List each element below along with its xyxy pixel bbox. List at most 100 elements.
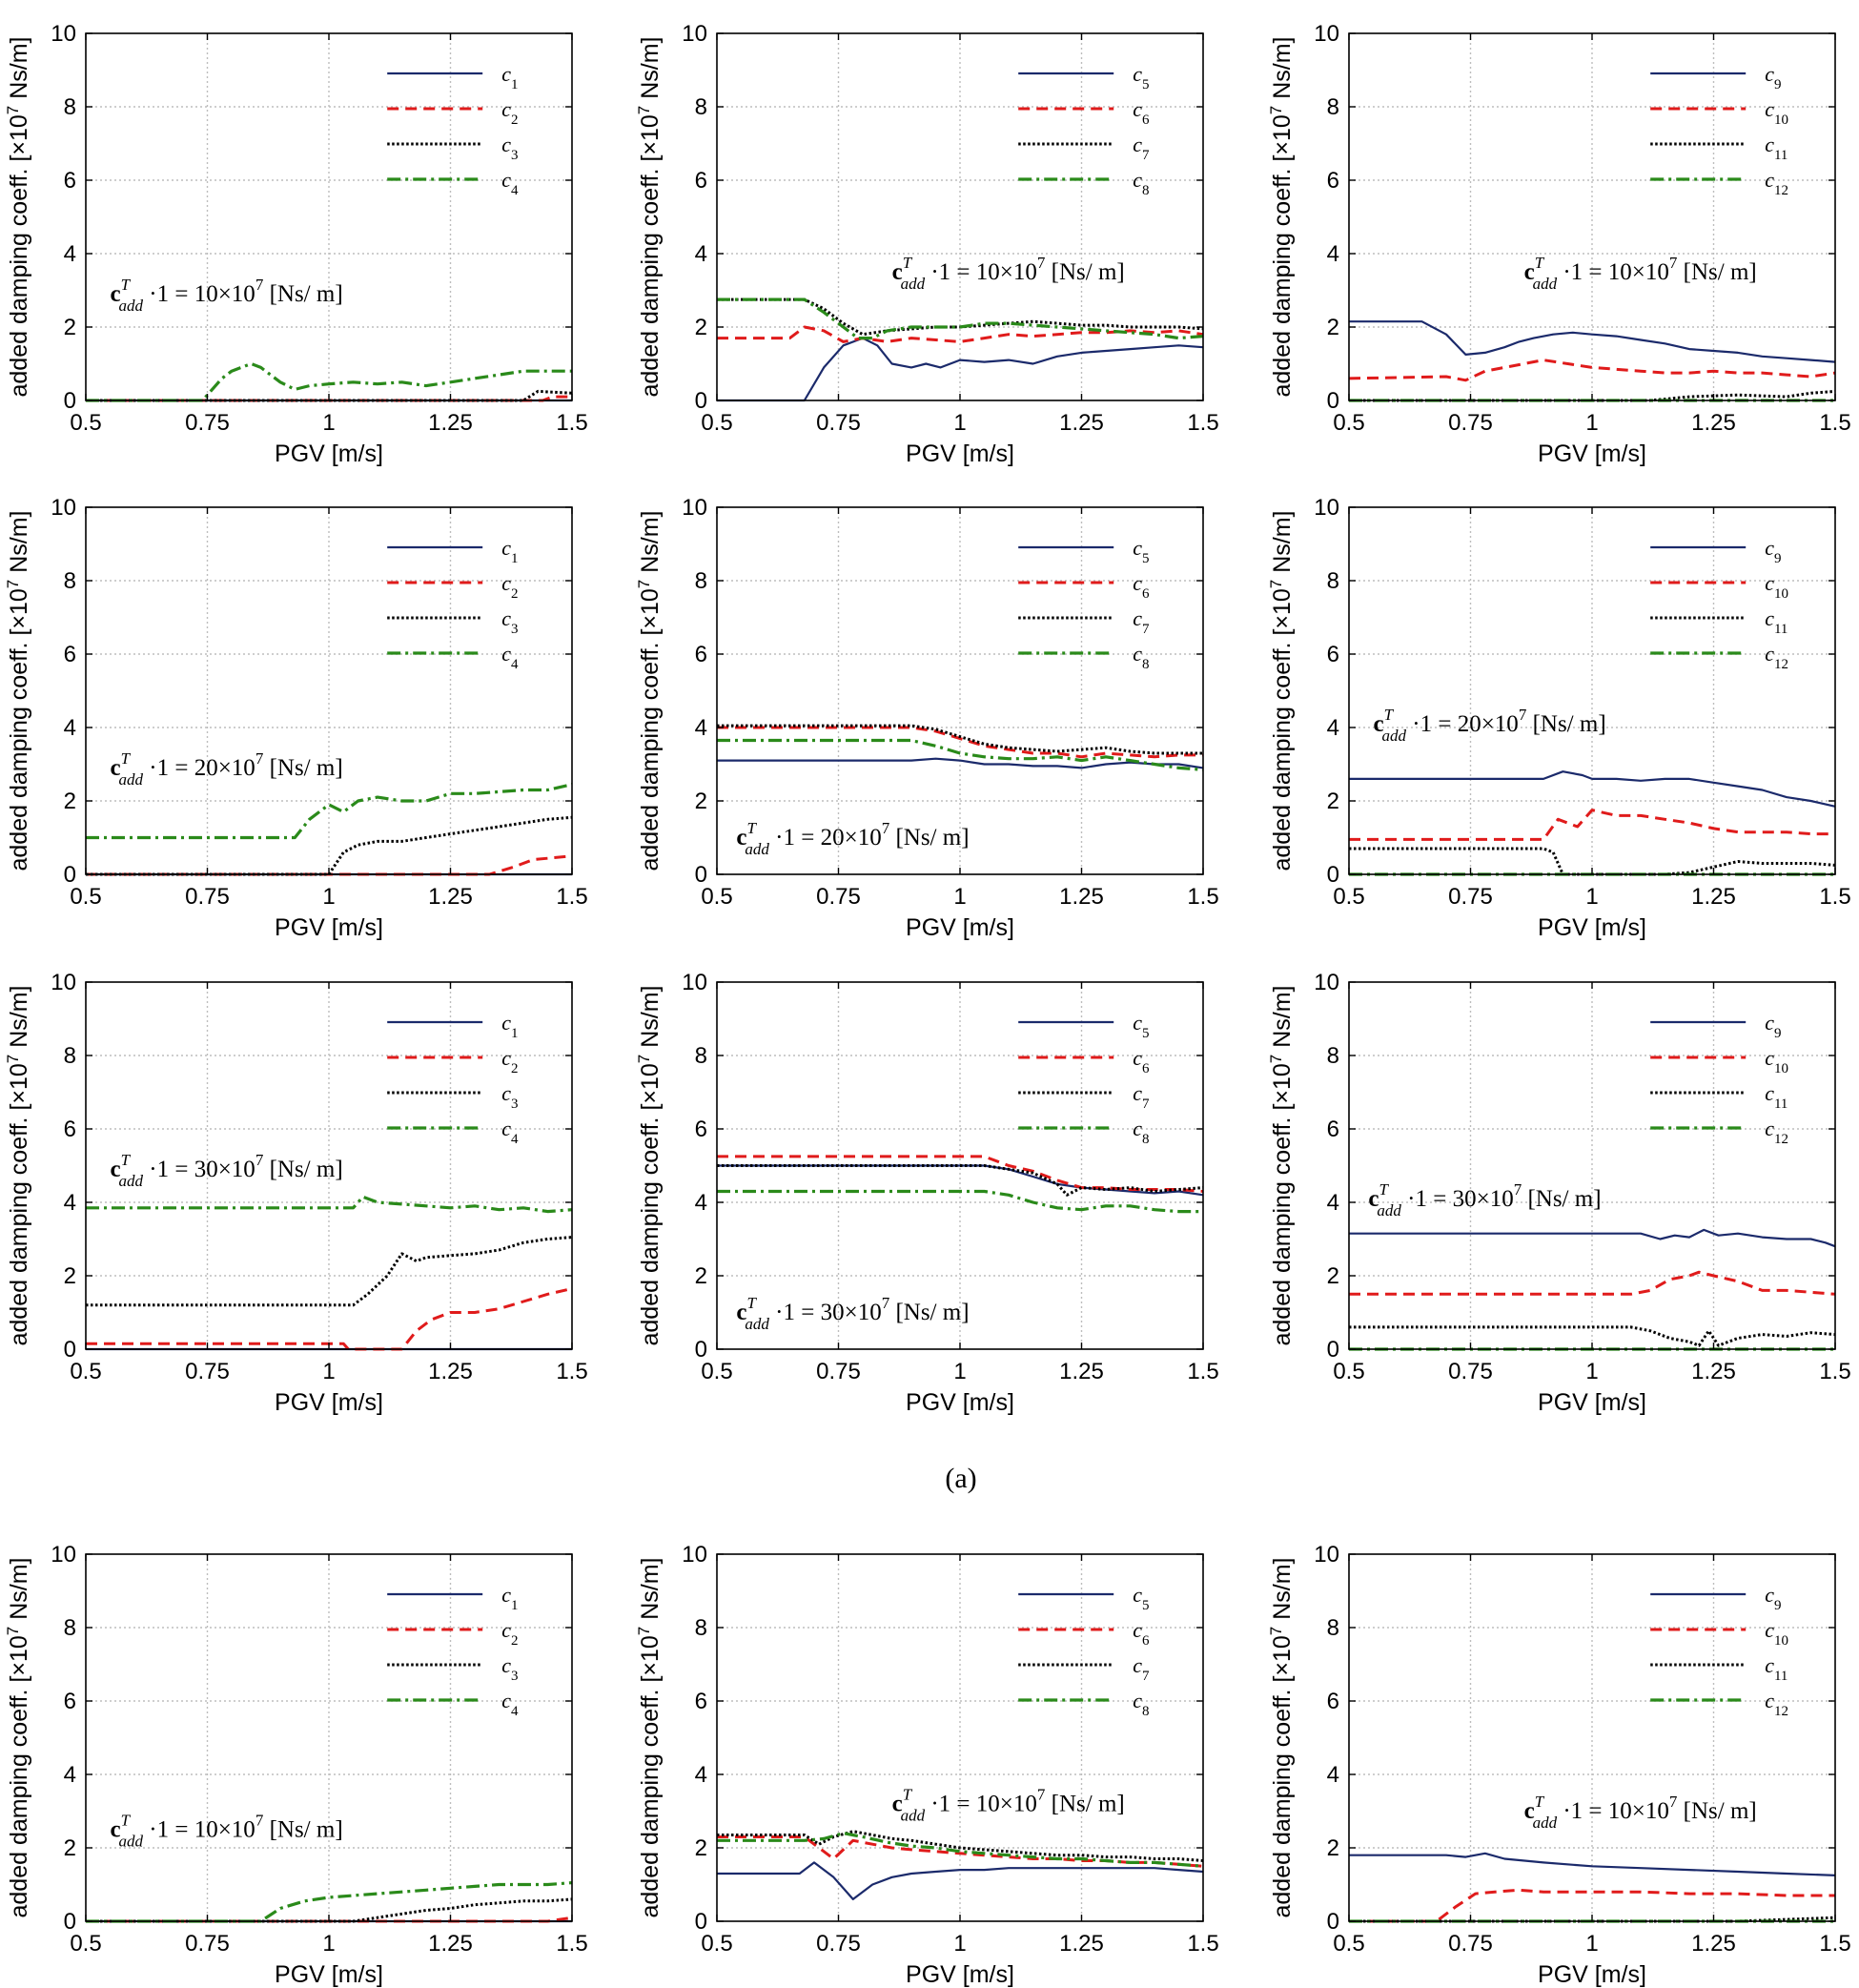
axes-frame — [716, 1553, 1204, 1922]
y-tick-label: 0 — [695, 862, 707, 888]
annotation-exponent: 7 — [1669, 1793, 1678, 1811]
y-tick-label: 8 — [1327, 1615, 1339, 1641]
annotation-unit: [Ns/ m] — [263, 1816, 342, 1842]
legend-subscript: 8 — [1142, 1132, 1150, 1147]
x-tick-label: 0.75 — [1448, 410, 1493, 436]
legend-subscript: 5 — [1142, 1598, 1150, 1613]
x-axis-label: PGV [m/s] — [275, 1389, 383, 1416]
annotation-exponent: 7 — [1669, 254, 1678, 272]
axes-frame — [1348, 32, 1836, 401]
x-tick-label: 1.5 — [1819, 1931, 1850, 1957]
capacity-annotation: cT add ·1 = 20×107 [Ns/ m] — [736, 819, 969, 858]
y-tick-label: 8 — [695, 94, 707, 120]
legend-symbol: c — [1765, 1117, 1774, 1140]
annotation-superscript: T — [1535, 254, 1545, 272]
y-tick-label: 10 — [1314, 21, 1339, 47]
panel-r1c3: 0.5 0.75 1 1.25 1.5 0 2 4 6 8 10 PGV [m/s] added dam… — [1267, 21, 1851, 467]
capacity-annotation: cT add ·1 = 20×107 [Ns/ m] — [111, 749, 343, 789]
series-line-c5 — [717, 337, 1204, 402]
y-tick-label: 4 — [1327, 241, 1339, 267]
x-tick-label: 1.5 — [556, 1359, 587, 1384]
axes-frame — [1348, 506, 1836, 875]
x-tick-label: 1.25 — [1691, 1359, 1736, 1384]
annotation-operator: ·1 = — [769, 1300, 821, 1325]
legend-label-c8: c8 — [1133, 168, 1149, 198]
x-tick-label: 1.5 — [1187, 1931, 1218, 1957]
x-tick-label: 1 — [1585, 1359, 1598, 1384]
legend-label-c11: c11 — [1765, 133, 1788, 163]
y-axis-label-main: added damping coeff. [×10 — [1269, 114, 1296, 397]
y-axis-label-exponent: 7 — [4, 1055, 22, 1063]
legend-symbol: c — [1133, 97, 1142, 121]
y-tick-label: 10 — [1314, 970, 1339, 995]
annotation-superscript: T — [1379, 1180, 1390, 1199]
legend-subscript: 3 — [511, 1096, 519, 1112]
legend-symbol: c — [1133, 642, 1142, 666]
legend-label-c1: c1 — [501, 1583, 518, 1613]
y-axis-label-unit: Ns/m] — [6, 986, 32, 1055]
x-tick-label: 1 — [1585, 410, 1598, 436]
x-tick-label: 0.5 — [1333, 410, 1364, 436]
x-tick-label: 1.25 — [1691, 1931, 1736, 1957]
x-axis-label: PGV [m/s] — [1538, 1389, 1646, 1416]
annotation-superscript: T — [1535, 1793, 1545, 1811]
legend-symbol: c — [1133, 1046, 1142, 1070]
legend-label-c10: c10 — [1765, 97, 1788, 128]
annotation-superscript: T — [121, 749, 132, 768]
y-axis-label-exponent: 7 — [635, 1627, 653, 1635]
annotation-value: 20×10 — [1458, 711, 1519, 737]
legend-subscript: 9 — [1774, 77, 1782, 92]
x-tick-label: 1.25 — [1059, 1359, 1104, 1384]
y-axis-label-unit: Ns/m] — [6, 37, 32, 106]
capacity-annotation: cT add ·1 = 10×107 [Ns/ m] — [111, 1811, 343, 1850]
x-tick-label: 1.5 — [556, 1931, 587, 1957]
y-axis-label-unit: Ns/m] — [637, 986, 664, 1055]
annotation-subscript: add — [119, 297, 144, 315]
legend-symbol: c — [501, 1117, 511, 1140]
annotation-operator: ·1 = — [1557, 1798, 1608, 1824]
x-tick-label: 1.25 — [428, 1359, 473, 1384]
y-axis-label-exponent: 7 — [635, 106, 653, 114]
figure-caption: (a) — [945, 1463, 976, 1494]
y-tick-label: 2 — [1327, 315, 1339, 340]
y-tick-label: 6 — [64, 168, 76, 194]
series-line-c5 — [717, 1861, 1204, 1901]
y-tick-label: 6 — [1327, 642, 1339, 667]
legend-label-c4: c4 — [501, 1689, 519, 1719]
x-tick-label: 1 — [322, 410, 335, 436]
y-axis-label-main: added damping coeff. [×10 — [6, 114, 32, 397]
y-axis-label-exponent: 7 — [635, 1055, 653, 1063]
annotation-unit: [Ns/ m] — [1677, 1798, 1756, 1824]
y-axis-label: added damping coeff. [×107 Ns/m] — [1267, 37, 1297, 398]
x-tick-label: 1 — [953, 1931, 966, 1957]
y-tick-label: 4 — [695, 715, 707, 741]
legend-subscript: 1 — [511, 1026, 519, 1041]
series-line-c10 — [1349, 809, 1835, 841]
legend-label-c6: c6 — [1133, 97, 1150, 128]
legend-symbol: c — [501, 1583, 511, 1607]
y-axis-label-main: added damping coeff. [×10 — [637, 588, 664, 871]
series-line-c7 — [717, 724, 1203, 755]
legend-subscript: 7 — [1142, 148, 1150, 163]
legend-subscript: 2 — [511, 586, 519, 602]
axes-frame — [85, 1553, 573, 1922]
capacity-annotation: cT add ·1 = 30×107 [Ns/ m] — [1368, 1180, 1601, 1219]
legend-symbol: c — [501, 168, 511, 192]
x-tick-label: 1.25 — [1691, 410, 1736, 436]
y-tick-label: 6 — [64, 1689, 76, 1714]
y-tick-label: 4 — [64, 241, 76, 267]
series-line-c3 — [86, 815, 573, 876]
legend-symbol: c — [1133, 1653, 1142, 1677]
legend-label-c2: c2 — [501, 571, 518, 602]
annotation-exponent: 7 — [255, 276, 264, 294]
legend-subscript: 10 — [1774, 1061, 1788, 1076]
y-axis-label-exponent: 7 — [1267, 106, 1285, 114]
panel-r1c2: 0.5 0.75 1 1.25 1.5 0 2 4 6 8 10 PGV [m/s] added dam… — [635, 21, 1219, 467]
y-axis-label-unit: Ns/m] — [637, 1558, 664, 1627]
legend-label-c1: c1 — [501, 536, 518, 566]
annotation-superscript: T — [1384, 706, 1395, 724]
series-line-c9 — [1349, 320, 1836, 363]
legend-symbol: c — [1765, 536, 1774, 560]
y-tick-label: 0 — [1327, 1909, 1339, 1935]
legend-subscript: 10 — [1774, 1633, 1788, 1649]
